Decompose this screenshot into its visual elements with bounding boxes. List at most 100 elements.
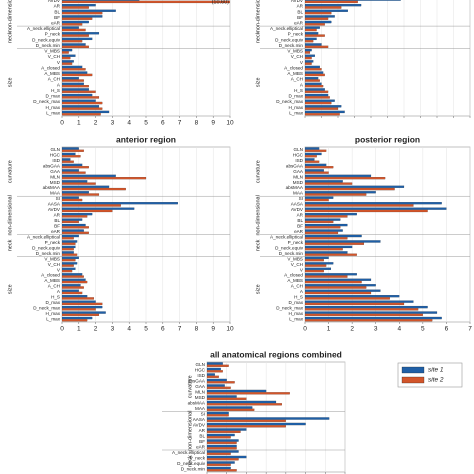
bar: [305, 82, 322, 85]
category-label: BL: [297, 9, 303, 14]
bar: [62, 105, 100, 108]
x-tick-label: 6: [161, 120, 165, 127]
bar: [207, 373, 215, 376]
bar: [305, 68, 322, 71]
bar: [62, 289, 79, 292]
category-label: L_max: [46, 316, 60, 321]
bar: [305, 204, 414, 207]
bar: [62, 275, 84, 278]
bar: [305, 316, 442, 320]
bars: [305, 0, 401, 116]
category-label: eAR: [196, 444, 206, 449]
category-label: absGAA: [286, 163, 304, 168]
bar: [305, 187, 395, 191]
bar: [305, 223, 348, 227]
category-label: D_neck.min: [279, 251, 304, 256]
bar: [62, 26, 79, 29]
x-tick-label: 0: [303, 326, 307, 333]
bar: [62, 6, 89, 9]
bar: [305, 147, 320, 150]
bar: [305, 73, 325, 77]
category-label: A_CH: [48, 284, 60, 289]
bar: [305, 267, 332, 270]
bar: [62, 113, 101, 116]
category-label: L_max: [289, 316, 303, 321]
bar: [62, 198, 83, 202]
category-label: SI: [299, 196, 303, 201]
category-label: V_MBS: [287, 49, 303, 54]
category-label: V_CH: [48, 262, 60, 267]
category-label: MSD: [50, 180, 61, 185]
category-label: A_closed: [41, 273, 60, 278]
category-label: V: [57, 60, 61, 65]
bar: [62, 73, 93, 77]
panel-title: posterior region: [355, 134, 420, 144]
bar: [62, 305, 103, 309]
bar: [305, 152, 322, 156]
bar: [305, 166, 334, 169]
x-tick-label: 3: [111, 326, 115, 333]
bar: [62, 267, 76, 270]
bar: [62, 171, 86, 174]
bar: [62, 187, 126, 191]
group-label: size: [7, 77, 13, 87]
x-tick-label: 3: [111, 120, 115, 127]
bar: [62, 180, 88, 183]
bar: [305, 174, 372, 177]
bar: [305, 155, 317, 158]
bar: [305, 256, 329, 260]
category-label: AVDV: [48, 0, 61, 3]
category-label: BF: [199, 439, 205, 444]
bar: [62, 96, 100, 99]
category-label: AR: [54, 213, 61, 218]
category-label: absMAA: [188, 400, 206, 405]
category-label: BF: [54, 224, 60, 229]
bar: [62, 32, 100, 35]
bar: [62, 56, 71, 60]
bar: [305, 171, 329, 174]
bar: [207, 419, 286, 422]
group-label: neck: [7, 239, 13, 251]
bar: [62, 48, 73, 52]
category-label: H_S: [51, 295, 60, 300]
category-label: H_max: [45, 105, 60, 110]
bar: [305, 34, 325, 37]
category-label: BL: [54, 218, 60, 223]
category-label: A_CH: [48, 77, 60, 82]
category-label: BF: [297, 15, 303, 20]
category-label: A: [57, 289, 61, 294]
bar: [305, 51, 311, 54]
bar: [207, 450, 239, 453]
category-label: A_CH: [291, 77, 303, 82]
category-label: AVDV: [291, 0, 304, 3]
category-label: GLN: [51, 147, 60, 152]
bar: [62, 174, 116, 177]
bar: [207, 403, 282, 406]
bar: [305, 253, 357, 256]
bar: [305, 218, 341, 221]
bar: [305, 278, 372, 281]
category-label: A: [57, 82, 61, 87]
category-label: V: [300, 60, 304, 65]
bar: [62, 269, 73, 273]
bar: [62, 248, 74, 251]
x-tick-label: 4: [127, 120, 131, 127]
category-label: GLN: [196, 362, 205, 367]
bar: [305, 32, 319, 35]
bar: [207, 433, 235, 437]
group-label: size: [255, 284, 261, 294]
x-tick-label: 1: [77, 120, 81, 127]
category-label: D_neck_max: [33, 306, 61, 311]
bar: [305, 105, 342, 108]
category-label: D_max: [45, 94, 60, 99]
category-label: A: [300, 82, 304, 87]
bar: [305, 311, 438, 314]
category-label: V: [300, 267, 304, 272]
category-label: AVDV: [193, 422, 206, 427]
bar: [62, 88, 89, 91]
category-label: SI: [56, 196, 60, 201]
bar: [305, 220, 334, 224]
bar: [305, 286, 367, 289]
bar: [305, 198, 329, 202]
